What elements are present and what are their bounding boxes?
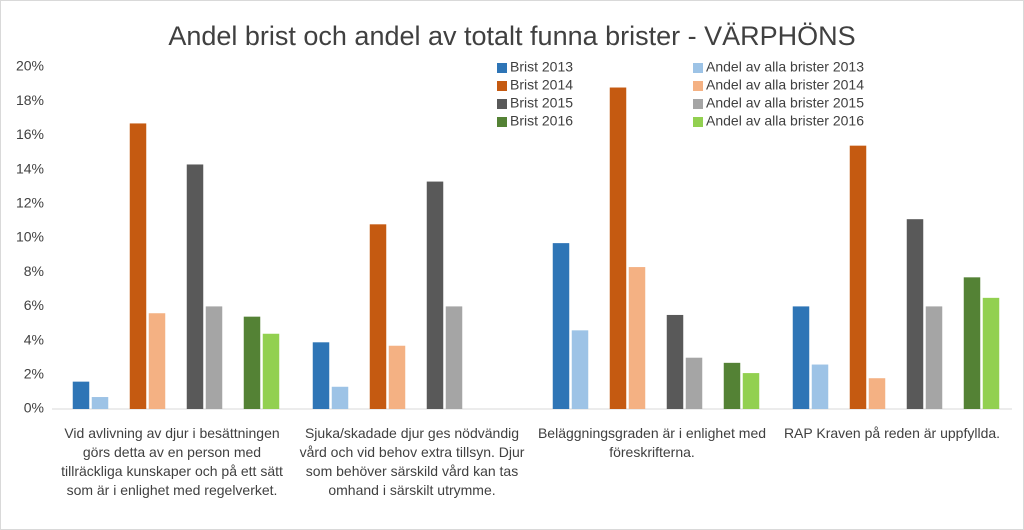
legend-label: Brist 2014	[510, 77, 573, 93]
bar	[205, 306, 223, 409]
legend-label: Andel av alla brister 2013	[706, 59, 864, 75]
bar	[129, 123, 147, 410]
bar	[609, 87, 627, 410]
legend-swatch	[497, 117, 507, 127]
bar	[982, 297, 1000, 409]
bar	[243, 316, 261, 409]
y-tick-label: 0%	[24, 400, 44, 416]
bar	[571, 330, 589, 409]
bar	[312, 342, 330, 409]
bar	[963, 277, 981, 409]
bar	[552, 243, 570, 409]
y-tick-label: 16%	[16, 126, 44, 142]
bar	[849, 145, 867, 409]
bar	[369, 224, 387, 409]
legend-label: Brist 2013	[510, 59, 573, 75]
bar	[742, 373, 760, 409]
bar	[811, 364, 829, 409]
bar	[388, 345, 406, 409]
y-tick-label: 4%	[24, 331, 44, 347]
legend-label: Andel av alla brister 2016	[706, 113, 864, 129]
x-tick-label: RAP Kraven på reden är uppfyllda.	[783, 425, 1001, 441]
chart-title: Andel brist och andel av totalt funna br…	[168, 21, 855, 51]
y-tick-label: 8%	[24, 263, 44, 279]
y-tick-label: 6%	[24, 297, 44, 313]
bar	[628, 267, 646, 409]
y-tick-label: 10%	[16, 229, 44, 245]
bar	[72, 381, 90, 409]
legend-swatch	[693, 117, 703, 127]
bar	[723, 362, 741, 409]
bar	[91, 397, 109, 409]
bar	[792, 306, 810, 409]
bar	[186, 164, 204, 409]
legend-label: Andel av alla brister 2015	[706, 95, 864, 111]
legend-label: Andel av alla brister 2014	[706, 77, 864, 93]
bar	[262, 333, 280, 409]
y-tick-label: 20%	[16, 58, 44, 74]
bar	[445, 306, 463, 409]
legend-label: Brist 2016	[510, 113, 573, 129]
x-tick-label: Vid avlivning av djur i besättningen gör…	[61, 425, 283, 498]
bar	[148, 313, 166, 409]
legend-swatch	[693, 63, 703, 73]
x-tick-label: Beläggningsgraden är i enlighet med före…	[537, 425, 767, 460]
bar	[868, 378, 886, 409]
x-tick-label: Sjuka/skadade djur ges nödvändig vård oc…	[299, 425, 525, 498]
bar	[426, 181, 444, 409]
bar	[666, 314, 684, 409]
legend-swatch	[693, 99, 703, 109]
bar	[331, 386, 349, 409]
legend-swatch	[497, 99, 507, 109]
y-tick-label: 18%	[16, 92, 44, 108]
legend-label: Brist 2015	[510, 95, 573, 111]
bar	[906, 219, 924, 409]
legend-swatch	[497, 81, 507, 91]
y-tick-label: 12%	[16, 195, 44, 211]
legend-swatch	[497, 63, 507, 73]
bar	[925, 306, 943, 409]
bar	[685, 357, 703, 409]
legend-swatch	[693, 81, 703, 91]
y-tick-label: 14%	[16, 160, 44, 176]
y-tick-label: 2%	[24, 366, 44, 382]
